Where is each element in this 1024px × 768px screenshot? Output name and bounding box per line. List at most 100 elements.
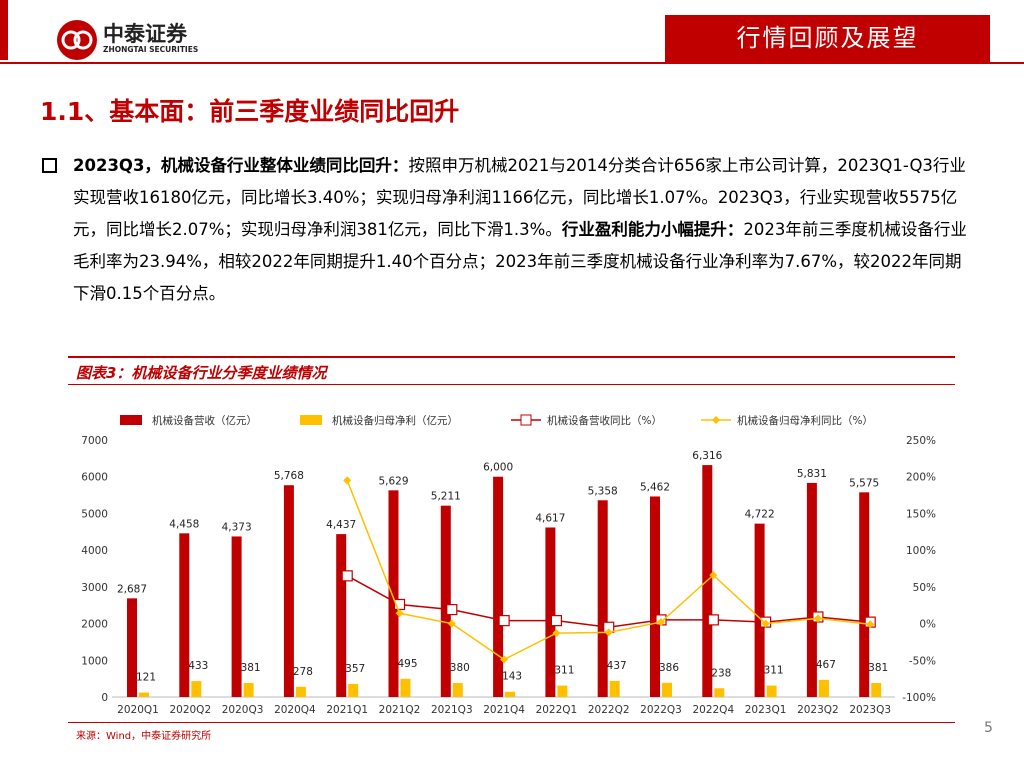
bar <box>295 686 306 697</box>
bar <box>662 682 672 697</box>
rule <box>68 384 955 385</box>
section-label: 行情回顾及展望 <box>665 15 990 62</box>
x-tick-label: 2021Q1 <box>326 704 368 716</box>
bar <box>283 485 294 697</box>
bar <box>179 533 190 697</box>
text: 按照申万机械2021与2014分类合计656家上市公司计算，2023Q1-Q3行… <box>73 156 966 239</box>
marker <box>498 615 510 627</box>
logo-name: 中泰证券 <box>103 22 187 46</box>
source: 来源：Wind，中泰证券研究所 <box>76 731 212 742</box>
data-label: 6,000 <box>483 462 513 474</box>
y-tick-label: 7000 <box>81 435 108 447</box>
bar <box>557 685 568 697</box>
y-tick-label: 3000 <box>81 582 108 594</box>
data-label: 278 <box>293 666 313 678</box>
data-label: 4,458 <box>169 518 199 530</box>
marker <box>761 619 770 628</box>
chart-title: 图表3：机械设备行业分季度业绩情况 <box>76 364 327 382</box>
data-label: 5,358 <box>588 485 618 497</box>
data-label: 357 <box>345 663 365 675</box>
data-label: 5,768 <box>274 470 304 482</box>
bar <box>754 523 765 697</box>
bar <box>505 691 516 697</box>
heading: 1.1、基本面：前三季度业绩同比回升 <box>40 97 460 126</box>
data-label: 381 <box>241 662 261 674</box>
x-tick-label: 2022Q4 <box>692 704 734 716</box>
marker <box>813 614 822 623</box>
chart: 0 1000 2000 3000 4000 5000 6000 7000 -100% -50% 0%… <box>81 414 936 716</box>
bar <box>336 534 347 697</box>
y2-tick-label: -100% <box>902 692 936 704</box>
y2-tick-label: 150% <box>906 508 936 520</box>
data-label: 238 <box>711 667 731 679</box>
data-label: 4,722 <box>745 509 775 521</box>
bar <box>714 688 725 697</box>
y2-tick-label: 50% <box>913 582 936 594</box>
data-label: 380 <box>450 662 470 674</box>
marker <box>447 619 456 628</box>
bar <box>597 500 608 697</box>
x-tick-label: 2021Q4 <box>483 704 525 716</box>
x-tick-label: 2020Q3 <box>222 704 264 716</box>
data-label: 5,462 <box>640 481 670 493</box>
legend-swatch <box>712 416 720 424</box>
accent <box>0 0 8 60</box>
marker <box>552 629 561 638</box>
y2-tick-label: 200% <box>906 472 936 484</box>
bar <box>650 496 660 697</box>
marker <box>604 628 613 637</box>
legend-label: 机械设备归母净利（亿元） <box>332 414 458 427</box>
y-tick-label: 6000 <box>81 472 108 484</box>
bar <box>545 527 556 697</box>
marker <box>707 614 719 626</box>
x-tick-label: 2023Q2 <box>797 704 839 716</box>
bar <box>806 482 817 697</box>
legend-label: 机械设备营收（亿元） <box>152 414 257 427</box>
logo-sub: ZHONGTAI SECURITIES <box>103 45 199 54</box>
logo-icon <box>57 20 97 60</box>
bar <box>400 678 411 697</box>
bar <box>243 683 254 697</box>
bar <box>139 692 149 697</box>
x-tick-label: 2020Q1 <box>117 704 159 716</box>
x-tick-label: 2021Q3 <box>431 704 473 716</box>
marker <box>343 476 352 485</box>
bar <box>231 536 242 697</box>
bar <box>127 598 137 697</box>
marker <box>500 655 509 664</box>
y2-tick-label: 0% <box>919 619 936 631</box>
y-tick-label: 2000 <box>81 619 108 631</box>
legend-swatch <box>520 414 532 426</box>
y-tick-label: 5000 <box>81 508 108 520</box>
y2-tick-label: 100% <box>906 545 936 557</box>
data-label: 4,437 <box>326 519 356 531</box>
text: 行业盈利能力小幅提升： <box>561 220 744 239</box>
legend-swatch <box>300 415 322 425</box>
bar <box>818 679 829 697</box>
y2-tick-label: -50% <box>909 655 936 667</box>
x-tick-label: 2023Q1 <box>745 704 787 716</box>
x-tick-label: 2021Q2 <box>379 704 421 716</box>
x-tick-label: 2022Q3 <box>640 704 682 716</box>
rule <box>68 356 955 358</box>
data-label: 311 <box>554 665 574 677</box>
data-label: 6,316 <box>692 450 722 462</box>
marker <box>395 609 404 618</box>
text: 2023Q3，机械设备行业整体业绩同比回升： <box>73 156 409 175</box>
data-label: 5,211 <box>431 491 461 503</box>
x-tick-label: 2022Q2 <box>588 704 630 716</box>
data-label: 5,831 <box>797 468 827 480</box>
y-tick-label: 4000 <box>81 545 108 557</box>
rule <box>68 722 955 723</box>
legend-label: 机械设备归母净利同比（%） <box>737 414 873 427</box>
bar <box>609 680 620 697</box>
bar <box>871 683 882 697</box>
data-label: 5,629 <box>378 475 408 487</box>
y-tick-label: 0 <box>101 692 108 704</box>
marker <box>550 615 563 627</box>
y2-tick-label: 250% <box>906 435 936 447</box>
bar <box>191 681 202 697</box>
bar <box>766 685 777 697</box>
page-number: 5 <box>984 720 993 736</box>
